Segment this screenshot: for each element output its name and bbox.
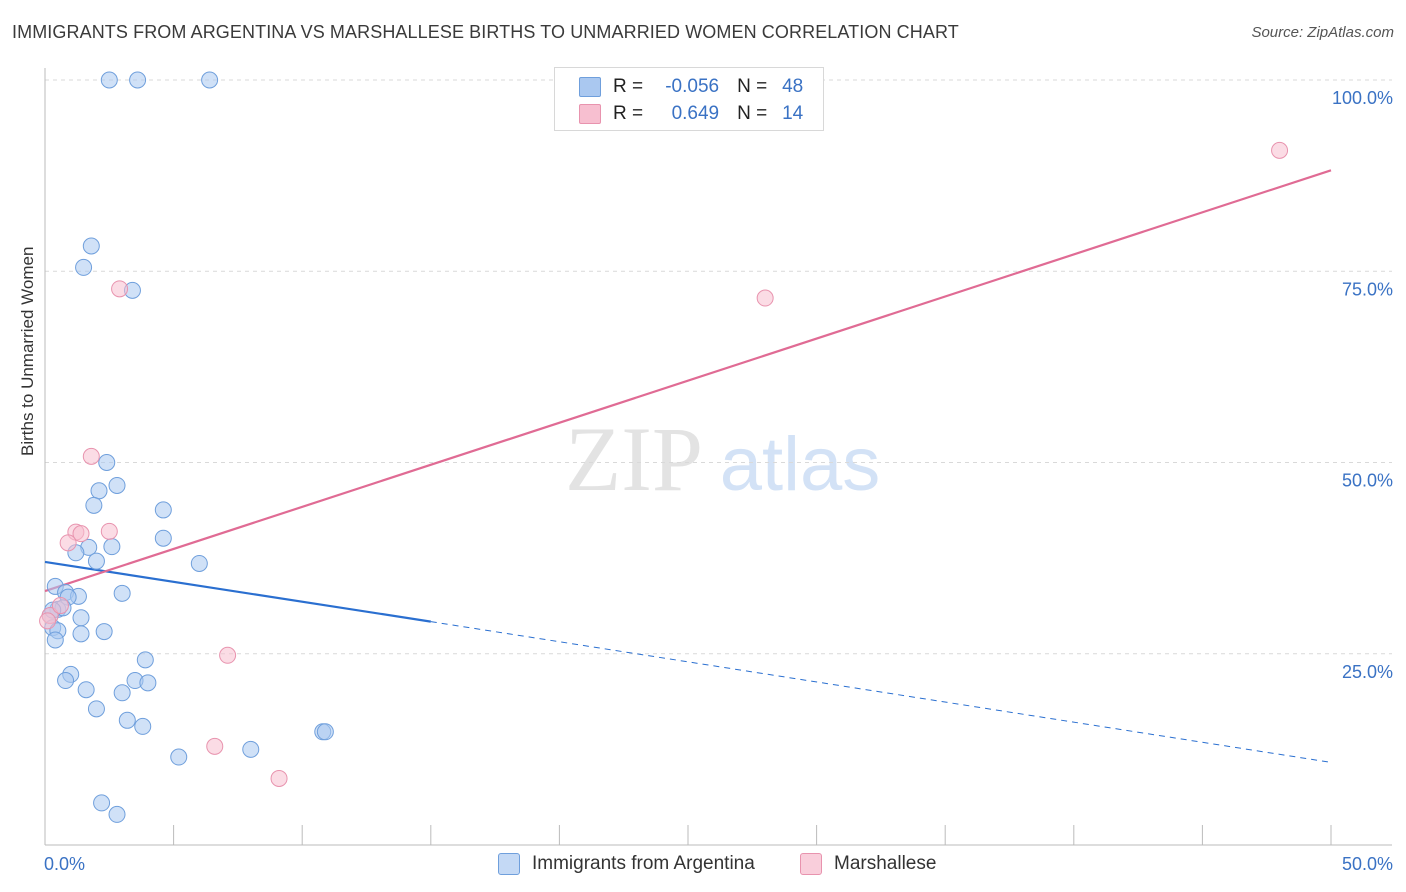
point-argentina — [100, 71, 118, 89]
point-argentina — [87, 700, 105, 718]
legend-n-label: N = — [737, 76, 768, 97]
y-tick-label: 100.0% — [1332, 88, 1393, 108]
bottom-swatch-pink — [800, 853, 822, 875]
point-marshallese — [100, 522, 118, 540]
y-tick-label: 50.0% — [1342, 471, 1393, 491]
point-argentina — [118, 711, 136, 729]
point-marshallese — [219, 646, 237, 664]
point-argentina — [98, 454, 116, 471]
correlation-legend: R = -0.056 N = 48 R = 0.649 N = 14 — [554, 67, 824, 131]
point-argentina — [57, 672, 75, 690]
y-axis-label: Births to Unmarried Women — [18, 246, 37, 456]
point-argentina — [77, 681, 95, 699]
point-argentina — [134, 717, 152, 735]
legend-r-value: 0.649 — [671, 103, 720, 124]
bottom-legend-marshallese: Marshallese — [800, 852, 936, 876]
legend-n-value: 14 — [782, 103, 804, 124]
legend-r-label: R = — [613, 76, 644, 97]
point-argentina — [139, 674, 157, 692]
point-marshallese — [51, 597, 69, 615]
point-marshallese — [206, 737, 224, 755]
legend-r-value: -0.056 — [665, 76, 720, 97]
point-argentina — [170, 748, 188, 766]
legend-swatch-pink — [579, 104, 601, 124]
legend-r-label: R = — [613, 103, 644, 124]
source-label: Source: ZipAtlas.com — [1251, 24, 1394, 41]
bottom-legend-label-marshallese: Marshallese — [834, 853, 937, 874]
bottom-legend-label-argentina: Immigrants from Argentina — [532, 853, 755, 874]
trendline-marshallese — [44, 169, 1332, 593]
point-argentina — [108, 476, 126, 494]
point-argentina — [93, 794, 111, 812]
legend-row-argentina: R = -0.056 N = 48 — [579, 74, 803, 100]
point-argentina — [90, 482, 108, 500]
point-argentina — [316, 723, 334, 741]
point-argentina — [136, 651, 154, 669]
point-argentina — [190, 554, 208, 572]
point-argentina — [87, 552, 105, 570]
point-argentina — [75, 258, 93, 276]
point-argentina — [72, 625, 90, 643]
point-marshallese — [1271, 141, 1289, 159]
point-marshallese — [270, 769, 288, 787]
legend-swatch-blue — [579, 77, 601, 97]
point-argentina — [46, 631, 64, 649]
bottom-legend-argentina: Immigrants from Argentina — [498, 852, 755, 876]
watermark-zip: ZIP — [565, 408, 703, 510]
legend-row-marshallese: R = 0.649 N = 14 — [579, 101, 803, 127]
point-marshallese — [39, 612, 57, 630]
point-argentina — [72, 609, 90, 627]
point-argentina — [108, 805, 126, 823]
y-tick-label: 25.0% — [1342, 662, 1393, 682]
point-argentina — [154, 501, 172, 519]
y-tick-label: 75.0% — [1342, 279, 1393, 299]
point-marshallese — [756, 289, 774, 307]
point-argentina — [129, 71, 147, 89]
legend-n-value: 48 — [782, 76, 804, 97]
point-argentina — [242, 740, 260, 758]
point-marshallese — [82, 447, 100, 465]
x-tick-label: 0.0% — [44, 854, 85, 874]
point-argentina — [82, 237, 100, 255]
point-marshallese — [59, 534, 77, 552]
watermark: ZIP atlas — [565, 408, 880, 510]
point-argentina — [95, 623, 113, 641]
point-argentina — [103, 538, 121, 556]
point-marshallese — [72, 525, 90, 543]
trendline-argentina — [44, 560, 431, 623]
legend-n-label: N = — [737, 103, 768, 124]
x-tick-label: 50.0% — [1342, 854, 1393, 874]
point-argentina — [113, 584, 131, 602]
point-argentina — [85, 496, 103, 514]
point-argentina — [113, 684, 131, 702]
watermark-atlas: atlas — [720, 422, 881, 507]
chart-title: IMMIGRANTS FROM ARGENTINA VS MARSHALLESE… — [12, 22, 959, 42]
point-argentina — [154, 529, 172, 547]
trendline-argentina-extension — [430, 621, 1332, 763]
point-marshallese — [111, 280, 129, 298]
point-argentina — [201, 71, 219, 89]
bottom-swatch-blue — [498, 853, 520, 875]
